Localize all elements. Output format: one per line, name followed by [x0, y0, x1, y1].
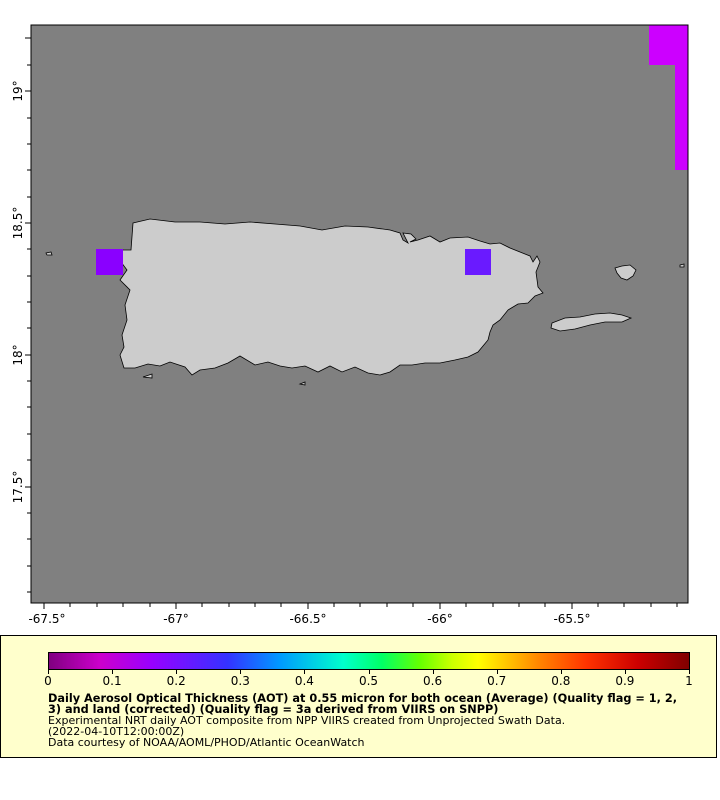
- colorbar-tick-label: 0.8: [551, 674, 571, 688]
- culebra-island: [614, 264, 637, 281]
- colorbar-tick: [624, 670, 626, 674]
- colorbar-tick: [689, 670, 690, 674]
- map: -67.5° -67° -66.5° -66° -65.5° 19° 18.5°…: [11, 24, 689, 626]
- x-tick-label: -66°: [427, 612, 453, 626]
- aot-pixel: [96, 249, 123, 275]
- colorbar-tick: [112, 670, 114, 674]
- colorbar-tick-label: 0.2: [166, 674, 186, 688]
- x-tick-label: -67°: [163, 612, 189, 626]
- aot-pixel: [465, 249, 491, 275]
- legend-timestamp: (2022-04-10T12:00:00Z): [48, 725, 185, 738]
- colorbar-tick: [496, 670, 498, 674]
- x-axis-ticks: [43, 603, 678, 609]
- legend-panel: 0 0.1 0.2 0.3 0.4 0.5 0.6 0.7 0.8 0.9 1 Daily Aero…: [0, 635, 717, 758]
- colorbar-tick: [560, 670, 562, 674]
- islet: [142, 373, 153, 379]
- x-tick-label: -66.5°: [289, 612, 326, 626]
- puerto-rico-landmass: [117, 218, 544, 376]
- colorbar-tick: [240, 670, 242, 674]
- colorbar-tick-label: 0.4: [294, 674, 314, 688]
- aot-pixel: [675, 65, 688, 170]
- colorbar-tick: [368, 670, 370, 674]
- y-tick-label: 17.5°: [11, 471, 25, 504]
- legend-text: Daily Aerosol Optical Thickness (AOT) at…: [48, 693, 688, 748]
- colorbar-tick: [304, 670, 306, 674]
- colorbar-tick-label: 0.1: [102, 674, 122, 688]
- aot-pixel: [649, 25, 688, 65]
- legend-title: Daily Aerosol Optical Thickness (AOT) at…: [48, 692, 678, 716]
- islet: [298, 381, 306, 386]
- legend-description: Experimental NRT daily AOT composite fro…: [48, 714, 566, 727]
- colorbar-tick-label: 0.9: [615, 674, 635, 688]
- colorbar-tick-label: 1: [685, 674, 693, 688]
- colorbar-tick-label: 0.5: [358, 674, 379, 688]
- islet: [679, 263, 685, 268]
- colorbar-tick: [432, 670, 434, 674]
- colorbar-tick-label: 0.7: [487, 674, 507, 688]
- x-tick-label: -67.5°: [28, 612, 65, 626]
- colorbar-tick-label: 0.3: [230, 674, 250, 688]
- colorbar: [48, 652, 690, 670]
- vieques-island: [550, 312, 633, 332]
- islet: [45, 251, 53, 256]
- y-axis-ticks: [25, 37, 31, 593]
- y-tick-label: 18.5°: [11, 207, 25, 240]
- colorbar-tick: [176, 670, 178, 674]
- legend-credit: Data courtesy of NOAA/AOML/PHOD/Atlantic…: [48, 736, 365, 749]
- colorbar-tick: [48, 670, 49, 674]
- colorbar-tick-label: 0.6: [423, 674, 443, 688]
- colorbar-tick-label: 0: [44, 674, 52, 688]
- y-tick-label: 18°: [11, 344, 25, 365]
- x-tick-label: -65.5°: [553, 612, 590, 626]
- y-tick-label: 19°: [11, 80, 25, 101]
